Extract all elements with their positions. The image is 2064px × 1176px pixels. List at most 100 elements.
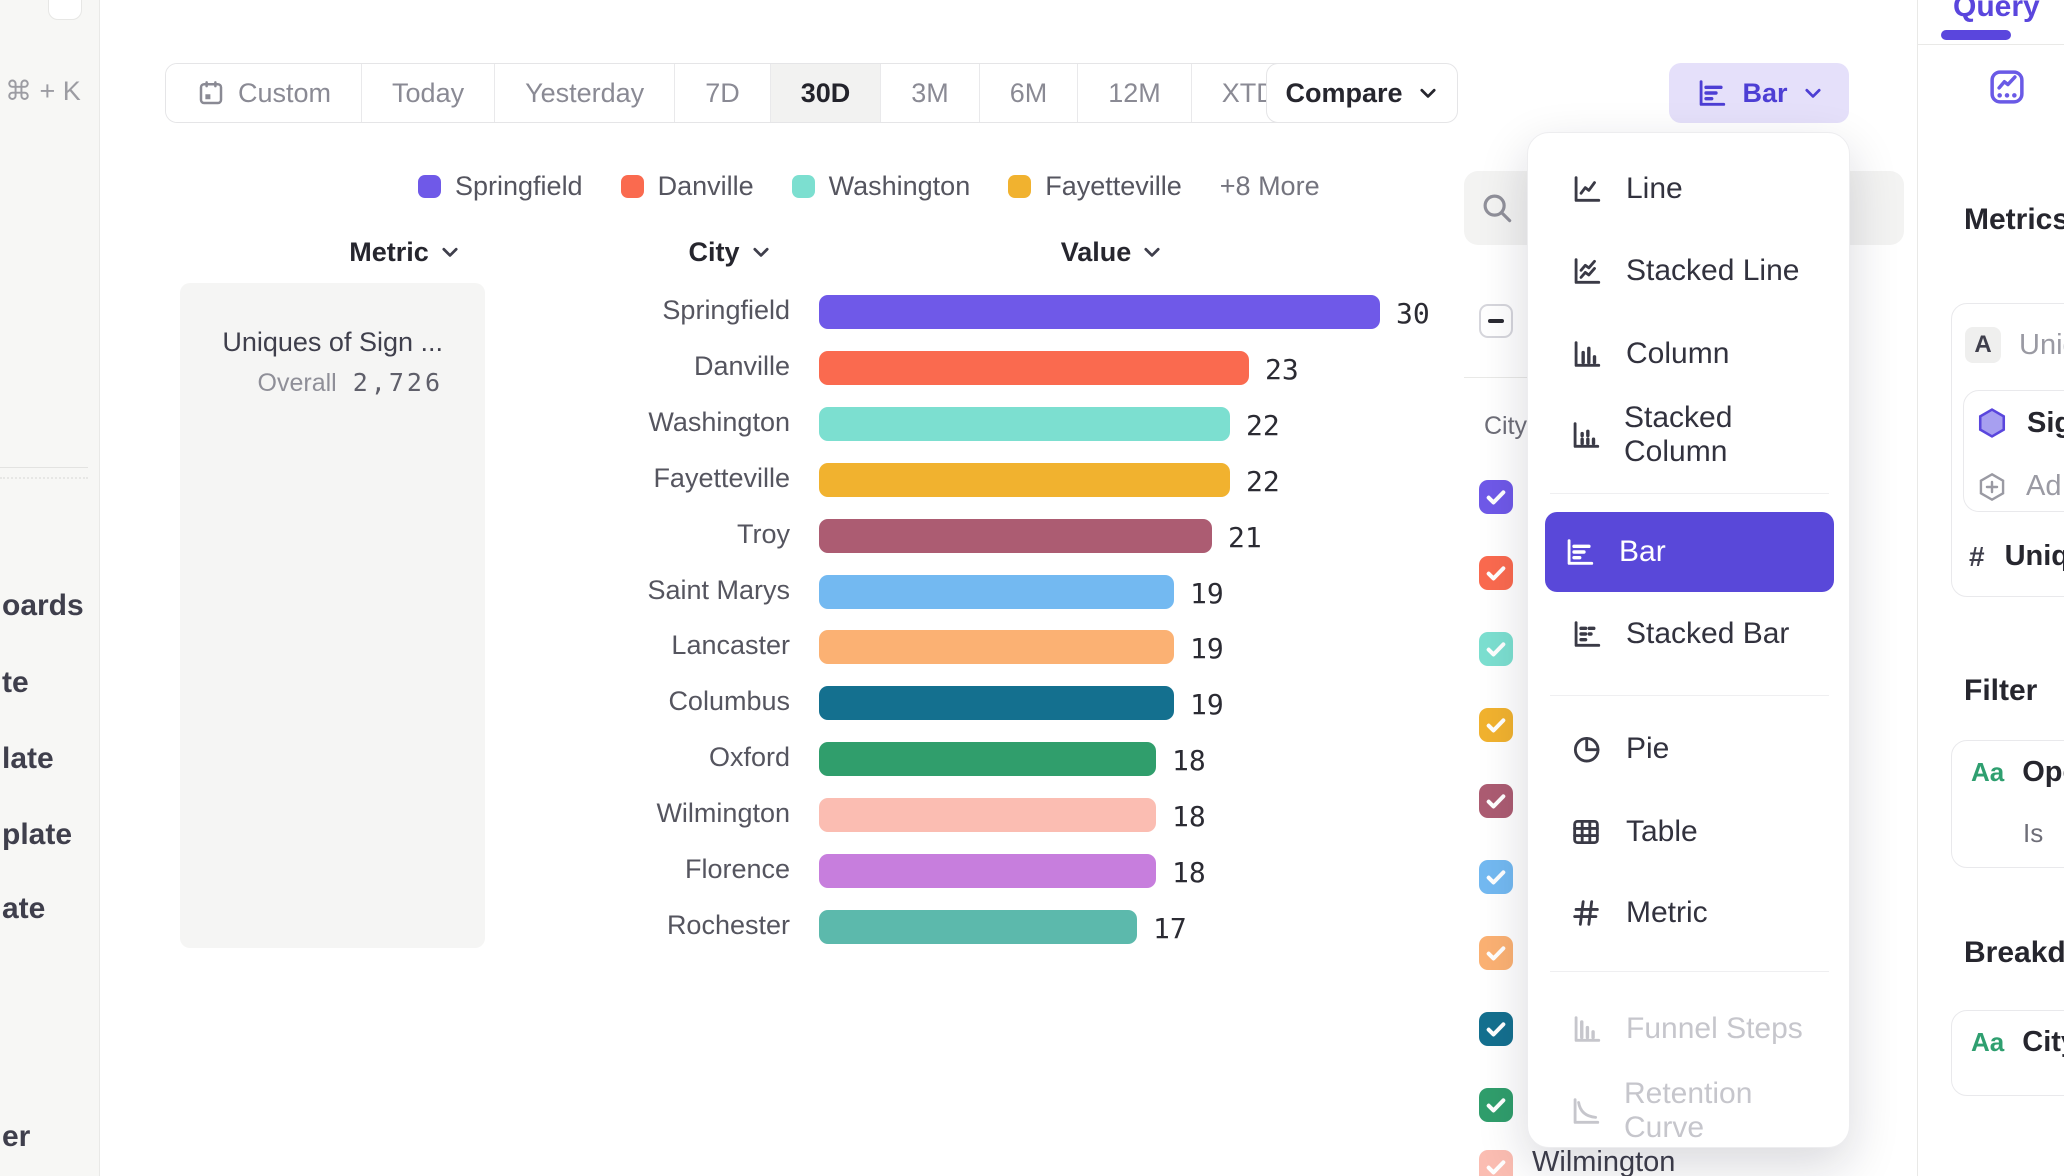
date-range-segmented-control: Custom Today Yesterday 7D 30D 3M 6M 12M XTD: [165, 63, 1341, 123]
date-range-label: Today: [392, 77, 465, 108]
menu-item-line[interactable]: Line: [1552, 154, 1828, 224]
stacked-column-chart-icon: [1568, 417, 1602, 453]
chart-value-label: 19: [1190, 576, 1224, 610]
city-checkbox[interactable]: [1479, 556, 1513, 590]
event-row[interactable]: Sig: [1975, 406, 2064, 440]
sidebar-item[interactable]: er: [2, 1120, 31, 1153]
date-range-7d[interactable]: 7D: [674, 64, 770, 122]
tab-query[interactable]: Query: [1953, 0, 2040, 23]
sidebar-item[interactable]: ate: [2, 892, 46, 925]
chart-type-button[interactable]: Bar: [1669, 63, 1849, 123]
filter-operator-row[interactable]: Is i: [2023, 818, 2064, 849]
legend-item[interactable]: Fayetteville: [1008, 171, 1182, 202]
pie-chart-icon: [1568, 731, 1604, 767]
string-type-icon: Aa: [1971, 757, 2005, 787]
left-sidebar: ⌘ + K oards te late plate ate er: [0, 0, 100, 1176]
menu-item-stacked-line[interactable]: Stacked Line: [1552, 236, 1828, 306]
chart-bar[interactable]: [819, 406, 1230, 441]
metric-overall: Overall 2,726: [258, 368, 443, 398]
menu-item-column[interactable]: Column: [1552, 319, 1828, 389]
chart-bar[interactable]: [819, 518, 1212, 553]
unique-aggregation-row[interactable]: # Uniqu: [1969, 540, 2064, 573]
chart-category-label: Washington: [648, 406, 790, 437]
menu-item-stacked-column[interactable]: Stacked Column: [1552, 400, 1828, 470]
sidebar-item[interactable]: te: [2, 666, 29, 699]
city-column-header[interactable]: City: [660, 234, 800, 270]
sidebar-item[interactable]: plate: [2, 818, 73, 851]
city-checkbox[interactable]: [1479, 936, 1513, 970]
legend-item[interactable]: Danville: [620, 171, 754, 202]
command-k-shortcut: ⌘ + K: [5, 76, 81, 106]
metric-icon: [1568, 895, 1604, 931]
menu-item-retention-curve[interactable]: Retention Curve: [1552, 1076, 1828, 1146]
menu-item-bar[interactable]: Bar: [1545, 512, 1834, 592]
city-checkbox[interactable]: [1479, 1150, 1513, 1176]
menu-item-label: Bar: [1619, 535, 1666, 568]
city-checkbox[interactable]: [1479, 1088, 1513, 1122]
menu-item-stacked-bar[interactable]: Stacked Bar: [1552, 599, 1828, 669]
chart-bar[interactable]: [819, 686, 1174, 721]
breakdown-heading: Breakdo: [1964, 936, 2064, 969]
date-range-3m[interactable]: 3M: [880, 64, 979, 122]
date-range-6m[interactable]: 6M: [978, 64, 1078, 122]
breakdown-row[interactable]: Aa City: [1971, 1026, 2064, 1059]
metric-card[interactable]: Uniques of Sign ... Overall 2,726: [180, 283, 485, 948]
menu-item-funnel-steps[interactable]: Funnel Steps: [1552, 994, 1828, 1064]
legend-item[interactable]: Washington: [791, 171, 970, 202]
city-checkbox[interactable]: [1479, 784, 1513, 818]
stacked-line-chart-icon: [1568, 253, 1604, 289]
city-checkbox[interactable]: [1479, 480, 1513, 514]
sidebar-dotted-divider: [0, 477, 88, 479]
add-event-row[interactable]: Ad: [1976, 470, 2061, 503]
chart-bar[interactable]: [819, 742, 1156, 777]
date-range-today[interactable]: Today: [361, 64, 495, 122]
city-checkbox[interactable]: [1479, 632, 1513, 666]
metric-column-header[interactable]: Metric: [340, 234, 470, 270]
line-chart-icon: [1568, 171, 1604, 207]
chart-category-label: Danville: [693, 350, 790, 381]
value-column-header[interactable]: Value: [1032, 234, 1192, 270]
compare-button[interactable]: Compare: [1266, 63, 1458, 123]
search-card-fragment: [48, 0, 82, 20]
chart-type-label: Bar: [1742, 77, 1788, 108]
chart-value-label: 21: [1228, 520, 1262, 554]
filter-property-row[interactable]: Aa Ope: [1971, 756, 2064, 789]
sidebar-item[interactable]: oards: [2, 589, 84, 622]
chart-bar[interactable]: [819, 350, 1249, 385]
legend-more[interactable]: +8 More: [1219, 170, 1320, 201]
date-range-12m[interactable]: 12M: [1077, 64, 1191, 122]
date-range-custom[interactable]: Custom: [166, 64, 362, 122]
city-checkbox[interactable]: [1479, 1012, 1513, 1046]
city-checkbox[interactable]: [1479, 860, 1513, 894]
city-checkbox[interactable]: [1479, 708, 1513, 742]
metric-row[interactable]: A Uniq: [1965, 327, 2064, 363]
date-range-30d[interactable]: 30D: [769, 64, 881, 122]
select-all-checkbox[interactable]: [1479, 304, 1513, 338]
chevron-down-icon: [1417, 82, 1439, 104]
metric-header-label: Metric: [349, 236, 429, 267]
sidebar-item[interactable]: late: [2, 742, 54, 775]
menu-item-table[interactable]: Table: [1552, 797, 1828, 867]
chevron-down-icon: [1141, 241, 1163, 263]
chart-category-label: Florence: [684, 854, 790, 884]
menu-divider: [1550, 493, 1829, 494]
legend-item[interactable]: Springfield: [418, 171, 583, 202]
chart-value-label: 22: [1246, 464, 1280, 498]
chart-bar[interactable]: [819, 798, 1156, 833]
chart-category-label: Springfield: [662, 295, 790, 325]
chart-bar[interactable]: [819, 909, 1137, 944]
chart-value-label: 19: [1190, 688, 1224, 722]
chart-category-label: Rochester: [666, 909, 790, 940]
chart-bar[interactable]: [819, 295, 1380, 329]
chart-bar[interactable]: [819, 574, 1174, 609]
menu-item-metric[interactable]: Metric: [1552, 878, 1828, 948]
legend-swatch: [620, 174, 644, 198]
insights-chart-icon[interactable]: [1986, 66, 2028, 108]
date-range-yesterday[interactable]: Yesterday: [494, 64, 675, 122]
chart-bar[interactable]: [819, 854, 1156, 888]
menu-item-pie[interactable]: Pie: [1552, 714, 1828, 784]
chart-bar[interactable]: [819, 630, 1174, 665]
chart-bar[interactable]: [819, 462, 1230, 497]
add-event-label: Ad: [2026, 470, 2062, 502]
menu-item-label: Retention Curve: [1624, 1077, 1753, 1144]
